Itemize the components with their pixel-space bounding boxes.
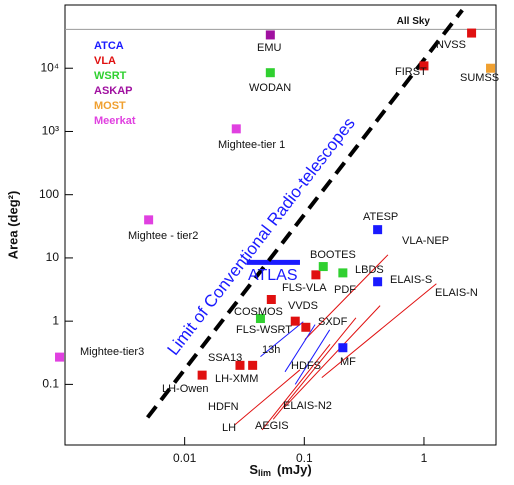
point-label: ELAIS-S	[390, 274, 432, 286]
point-label: LH-Owen	[162, 383, 208, 395]
y-axis-label: Area (deg²)	[5, 191, 20, 260]
point-label: HDFS	[291, 360, 321, 372]
point-label: VVDS	[288, 300, 318, 312]
x-label-symbol: S	[249, 462, 258, 477]
x-tick-label: 0.01	[173, 451, 197, 465]
point-label: BOOTES	[310, 249, 356, 261]
point-label: FLS-VLA	[282, 282, 327, 294]
point-label: ELAIS-N	[435, 287, 478, 299]
survey-track	[294, 329, 331, 385]
point-label: MF	[340, 356, 356, 368]
survey-track	[304, 254, 389, 340]
point-label: LH-XMM	[215, 373, 258, 385]
atlas-label: ATLAS	[248, 267, 298, 284]
data-point	[338, 268, 348, 278]
point-label: ATESP	[363, 211, 398, 223]
plot-frame	[64, 4, 497, 446]
point-label: ELAIS-N2	[283, 400, 332, 412]
point-label: Mightee - tier2	[128, 230, 198, 242]
all-sky-label: All Sky	[397, 16, 431, 27]
data-point	[290, 316, 300, 326]
point-label: WODAN	[249, 82, 291, 94]
y-tick-label: 10⁴	[40, 60, 59, 74]
data-point	[301, 322, 311, 332]
point-label: SSA13	[208, 352, 242, 364]
x-label-subscript: lim	[258, 468, 271, 478]
data-point	[265, 68, 275, 78]
survey-track	[234, 369, 301, 426]
data-point	[318, 262, 328, 272]
survey-track	[321, 283, 437, 378]
data-point	[144, 215, 154, 225]
point-label: Mightee-tier3	[80, 346, 144, 358]
point-label: FLS-WSRT	[236, 324, 292, 336]
legend-entry: ASKAP	[94, 85, 133, 97]
data-point	[338, 343, 348, 353]
point-label: EMU	[257, 42, 282, 54]
limit-line	[146, 8, 464, 419]
legend-entry: MOST	[94, 100, 126, 112]
point-label: LH	[222, 422, 236, 434]
data-point	[55, 352, 65, 362]
y-tick-label: 100	[39, 187, 59, 201]
legend-entry: ATCA	[94, 40, 124, 52]
point-label: COSMOS	[234, 306, 283, 318]
point-label: 13h	[262, 344, 280, 356]
survey-track	[261, 344, 331, 431]
data-point	[373, 277, 383, 287]
data-point	[255, 314, 265, 324]
data-point	[373, 225, 383, 235]
point-label: PDF	[334, 284, 356, 296]
data-point	[419, 61, 429, 71]
point-label: SUMSS	[460, 72, 499, 84]
point-label: VLA-NEP	[402, 235, 449, 247]
legend-entry: Meerkat	[94, 115, 136, 127]
x-axis-label: Slim (mJy)	[249, 462, 311, 478]
data-point	[266, 295, 276, 305]
y-tick-label: 0.1	[42, 377, 59, 391]
data-point	[265, 30, 275, 40]
y-tick-label: 10³	[42, 124, 59, 138]
x-tick-label: 1	[421, 451, 428, 465]
point-label: NVSS	[436, 39, 466, 51]
x-label-unit: (mJy)	[277, 462, 312, 477]
data-point	[311, 270, 321, 280]
data-point	[248, 360, 258, 370]
data-point	[467, 28, 477, 38]
point-label: HDFN	[208, 401, 239, 413]
point-label: Mightee-tier 1	[218, 139, 285, 151]
data-point	[235, 360, 245, 370]
point-label: SXDF	[318, 316, 348, 328]
point-label: AEGIS	[255, 420, 289, 432]
y-tick-label: 1	[52, 313, 59, 327]
survey-track	[260, 321, 304, 357]
survey-track	[284, 324, 316, 373]
survey-track	[272, 317, 357, 420]
data-point	[231, 124, 241, 134]
legend-entry: WSRT	[94, 70, 127, 82]
y-tick-label: 10	[46, 250, 60, 264]
point-label: FIRST	[395, 66, 427, 78]
data-point	[486, 63, 496, 73]
legend-entry: VLA	[94, 55, 116, 67]
data-point	[197, 370, 207, 380]
survey-track	[283, 305, 381, 408]
point-label: LBDS	[355, 264, 384, 276]
x-tick-label: 0.1	[296, 451, 313, 465]
